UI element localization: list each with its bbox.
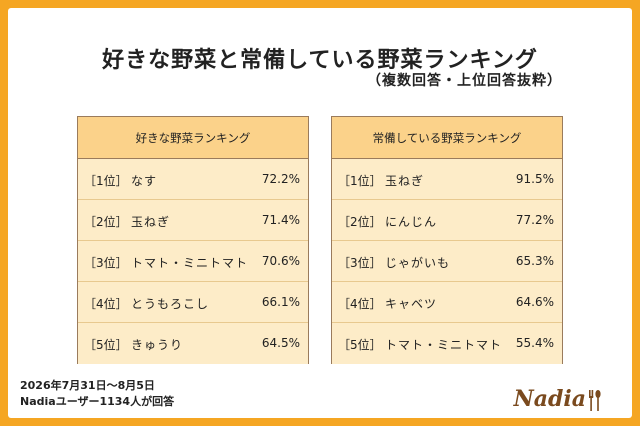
rank-label: ［3位］ <box>84 256 128 270</box>
fork-spoon-icon <box>589 390 601 411</box>
rank-label: ［5位］ <box>84 338 128 352</box>
percent-value: 91.5% <box>515 172 554 186</box>
percent-value: 55.4% <box>515 336 554 350</box>
survey-footer: 2026年7月31日〜8月5日 Nadiaユーザー1134人が回答 <box>20 378 174 410</box>
rank-label: ［3位］ <box>338 256 382 270</box>
vegetable-name: トマト・ミニトマト <box>131 256 249 270</box>
table-row: ［5位］ きゅうり 64.5% <box>78 323 308 364</box>
vegetable-name: なす <box>131 174 158 188</box>
vegetable-name: 玉ねぎ <box>131 215 171 229</box>
percent-value: 72.2% <box>261 172 300 186</box>
infographic-card: 好きな野菜と常備している野菜ランキング （複数回答・上位回答抜粋） 好きな野菜ラ… <box>8 8 632 418</box>
percent-value: 71.4% <box>261 213 300 227</box>
vegetable-name: とうもろこし <box>131 297 210 311</box>
table-row: ［3位］ トマト・ミニトマト 70.6% <box>78 241 308 282</box>
percent-value: 64.6% <box>515 295 554 309</box>
vegetable-name: トマト・ミニトマト <box>385 338 503 352</box>
page-title: 好きな野菜と常備している野菜ランキング <box>102 48 538 73</box>
percent-value: 65.3% <box>515 254 554 268</box>
vegetable-name: キャベツ <box>385 297 438 311</box>
table-row: ［2位］ 玉ねぎ 71.4% <box>78 200 308 241</box>
stocked-vegetables-table: 常備している野菜ランキング ［1位］ 玉ねぎ 91.5% ［2位］ にんじん 7… <box>331 116 563 364</box>
rank-label: ［4位］ <box>338 297 382 311</box>
vegetable-name: 玉ねぎ <box>385 174 425 188</box>
survey-respondents: Nadiaユーザー1134人が回答 <box>20 395 175 408</box>
rank-label: ［1位］ <box>338 174 382 188</box>
table-header: 常備している野菜ランキング <box>332 117 562 159</box>
rank-label: ［5位］ <box>338 338 382 352</box>
percent-value: 64.5% <box>261 336 300 350</box>
percent-value: 66.1% <box>261 295 300 309</box>
favorite-vegetables-table: 好きな野菜ランキング ［1位］ なす 72.2% ［2位］ 玉ねぎ 71.4% … <box>77 116 309 364</box>
vegetable-name: きゅうり <box>131 338 184 352</box>
table-row: ［1位］ 玉ねぎ 91.5% <box>332 159 562 200</box>
page-subtitle: （複数回答・上位回答抜粋） <box>367 73 562 89</box>
table-row: ［3位］ じゃがいも 65.3% <box>332 241 562 282</box>
percent-value: 77.2% <box>515 213 554 227</box>
rank-label: ［1位］ <box>84 174 128 188</box>
table-row: ［4位］ キャベツ 64.6% <box>332 282 562 323</box>
rank-label: ［2位］ <box>338 215 382 229</box>
table-row: ［5位］ トマト・ミニトマト 55.4% <box>332 323 562 364</box>
vegetable-name: にんじん <box>385 215 438 229</box>
table-header: 好きな野菜ランキング <box>78 117 308 159</box>
percent-value: 70.6% <box>261 254 300 268</box>
rank-label: ［2位］ <box>84 215 128 229</box>
logo-text: Nadia <box>513 386 586 412</box>
table-row: ［1位］ なす 72.2% <box>78 159 308 200</box>
vegetable-name: じゃがいも <box>385 256 451 270</box>
nadia-logo: Nadia <box>514 386 602 412</box>
table-row: ［4位］ とうもろこし 66.1% <box>78 282 308 323</box>
survey-period: 2026年7月31日〜8月5日 <box>20 379 155 392</box>
table-row: ［2位］ にんじん 77.2% <box>332 200 562 241</box>
rank-label: ［4位］ <box>84 297 128 311</box>
